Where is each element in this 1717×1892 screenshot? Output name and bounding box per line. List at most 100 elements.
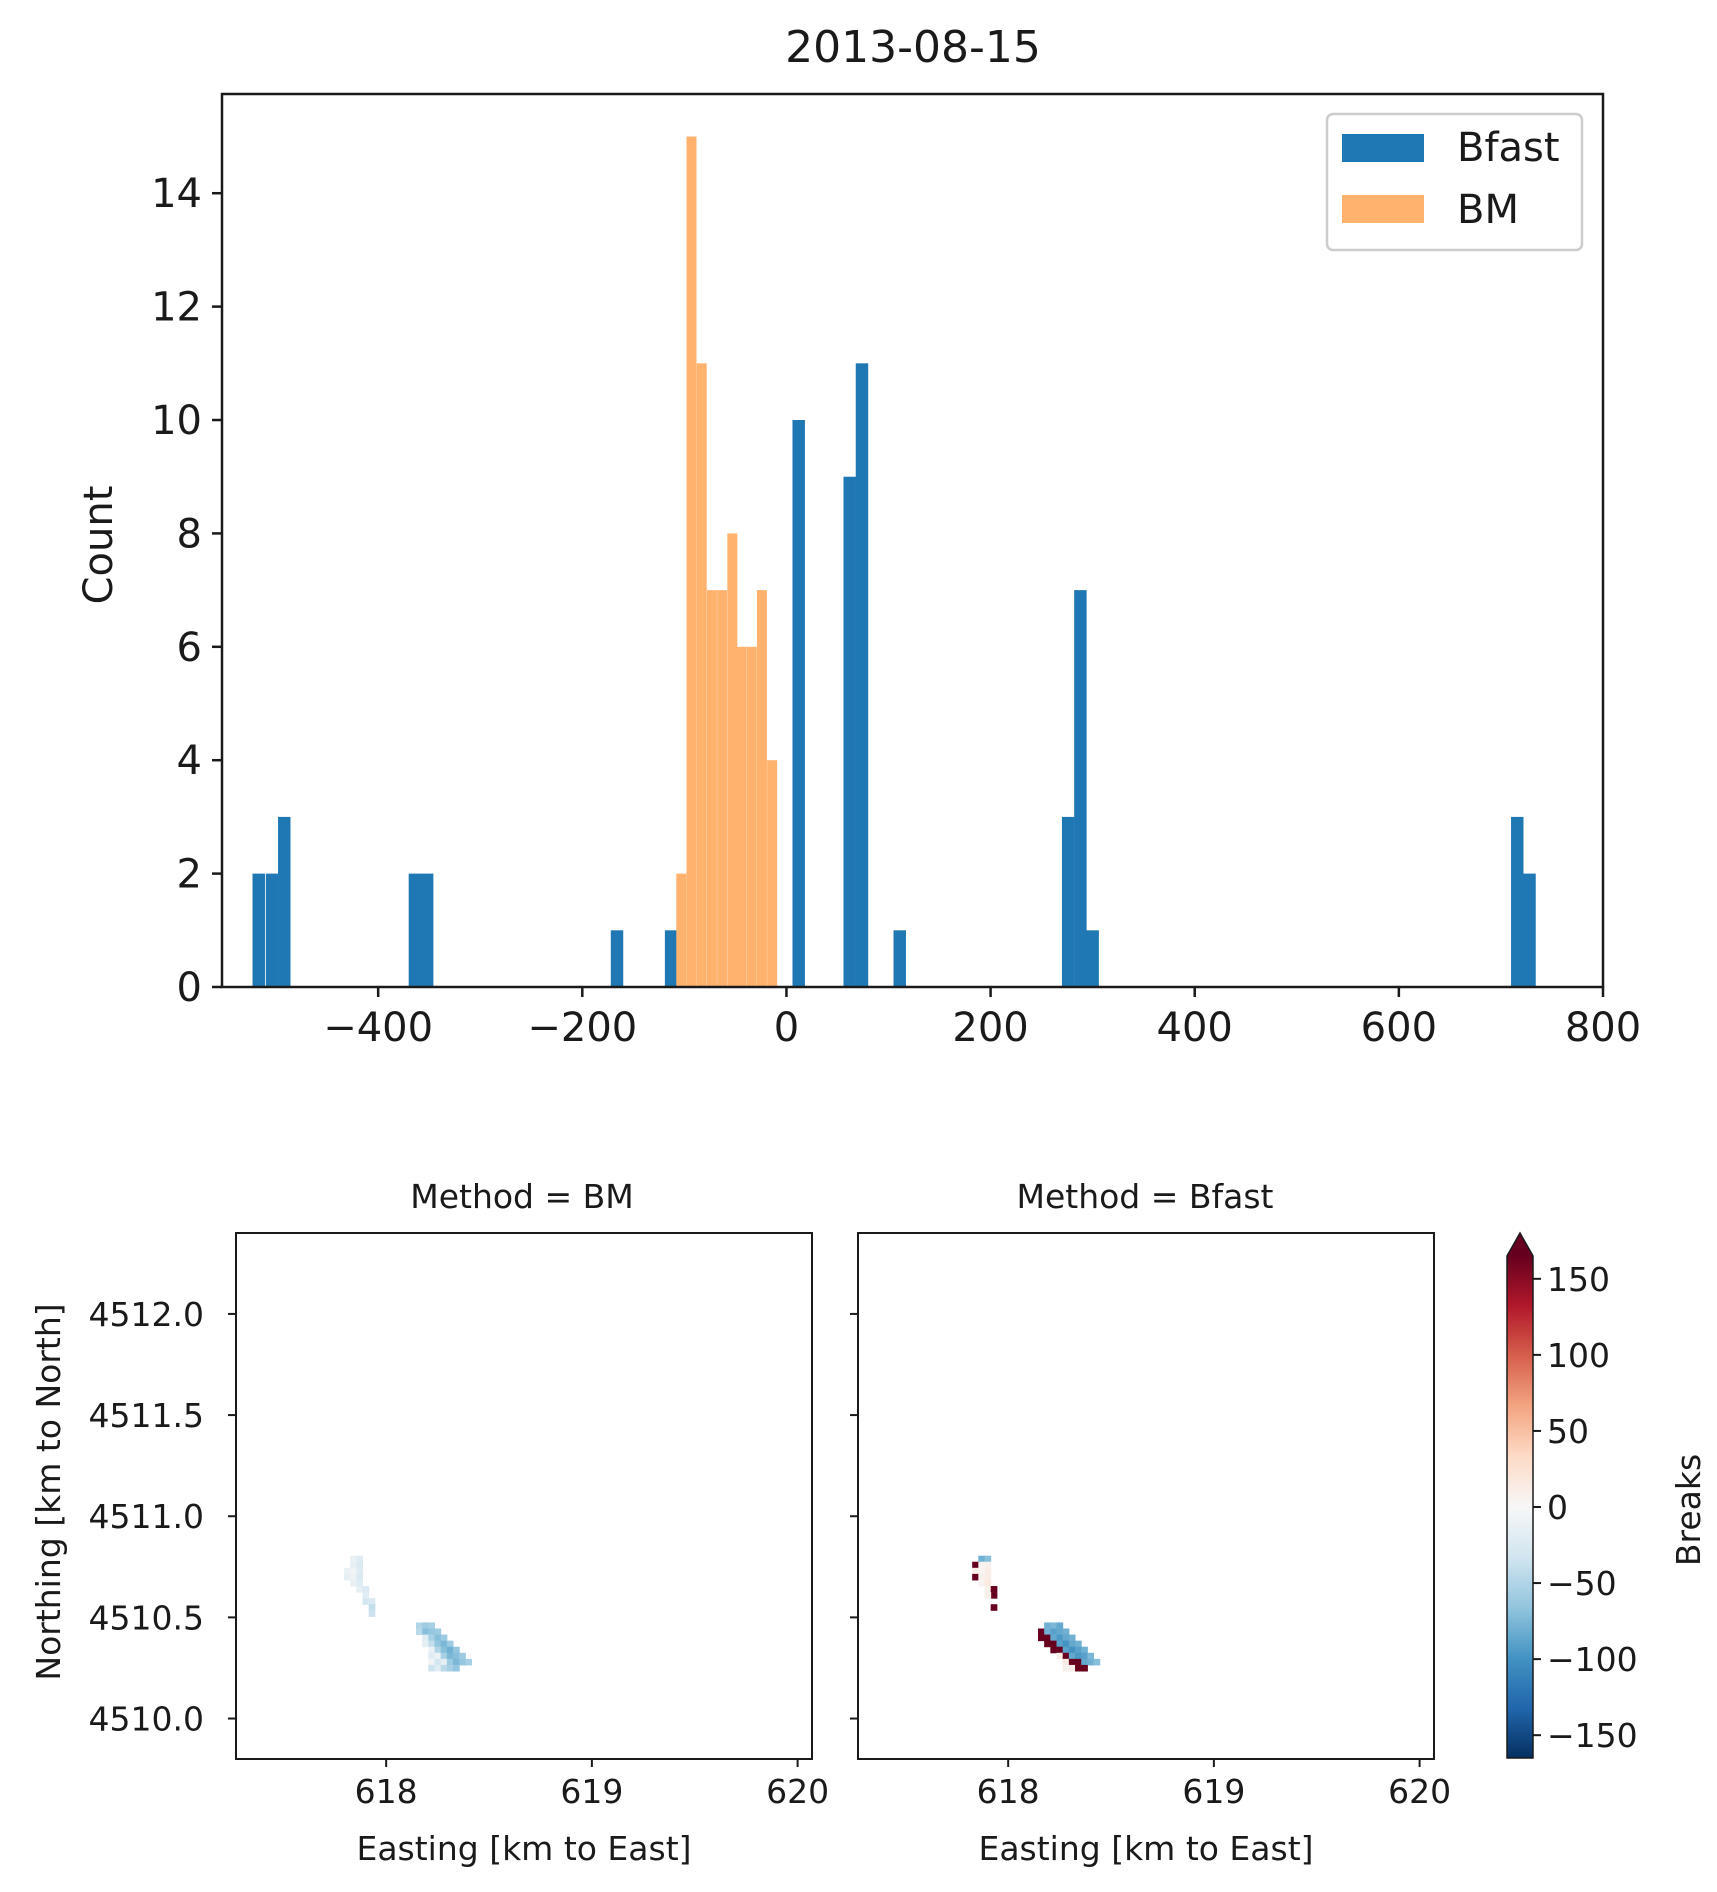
map-cell xyxy=(1044,1628,1051,1636)
histogram-y-axis: 0 2 4 6 8 10 12 14 xyxy=(151,171,222,1011)
map-cell xyxy=(1062,1640,1070,1648)
histogram-x-axis: −400 −200 0 200 400 600 800 xyxy=(323,987,1641,1051)
map-cell xyxy=(356,1586,364,1593)
map-bfast-frame xyxy=(857,1232,1435,1760)
map-cell xyxy=(990,1592,998,1599)
map-bm-y-axis: 4510.0 4510.5 4511.0 4511.5 4512.0 xyxy=(89,1295,236,1739)
legend: Bfast BM xyxy=(1325,112,1584,252)
map-cell xyxy=(446,1640,454,1648)
colorbar-tick-label: −100 xyxy=(1547,1640,1638,1679)
map-bm-y-label: Northing [km to North] xyxy=(29,1303,68,1680)
hist-y-tick-label: 12 xyxy=(151,285,202,331)
hist-y-tick-label: 8 xyxy=(177,511,202,557)
colorbar-tick-label: −150 xyxy=(1547,1716,1638,1755)
map-cell xyxy=(1050,1622,1058,1630)
map-cell xyxy=(344,1573,351,1581)
map-cell xyxy=(984,1555,992,1563)
map-x-tick-label: 619 xyxy=(1182,1772,1245,1811)
map-cell xyxy=(434,1628,442,1636)
map-cell xyxy=(368,1610,376,1617)
map-cell xyxy=(440,1652,448,1660)
bar-bm-2 xyxy=(696,363,707,987)
hist-x-tick-label: −200 xyxy=(527,1005,637,1051)
histogram-y-label: Count xyxy=(76,486,122,605)
map-cell xyxy=(416,1622,423,1630)
hist-y-tick-label: 2 xyxy=(177,852,202,898)
hist-y-tick-label: 6 xyxy=(177,625,202,671)
map-cell xyxy=(1081,1664,1088,1672)
bar-bm-8 xyxy=(756,590,767,987)
map-cell xyxy=(440,1640,448,1648)
map-cell xyxy=(446,1664,454,1672)
map-cell xyxy=(459,1652,466,1660)
map-cell xyxy=(344,1567,351,1575)
bar-bfast-15 xyxy=(1523,873,1536,987)
map-cell xyxy=(1068,1634,1076,1642)
map-cell xyxy=(1081,1652,1088,1660)
map-cell xyxy=(350,1573,357,1581)
legend-label-bm: BM xyxy=(1457,187,1519,233)
map-cell xyxy=(1044,1634,1051,1642)
map-cell xyxy=(356,1579,364,1587)
bar-bfast-0 xyxy=(252,873,265,987)
map-cell xyxy=(1050,1646,1058,1654)
map-cell xyxy=(972,1567,979,1575)
colorbar-label: Breaks xyxy=(1669,1454,1708,1566)
map-panel-bfast: Method = Bfast 618 619 620 Easting [km to … xyxy=(850,1177,1451,1868)
hist-y-tick-label: 10 xyxy=(151,398,202,444)
bar-bfast-9 xyxy=(855,363,869,987)
map-cell xyxy=(1068,1664,1076,1672)
map-cell xyxy=(984,1561,992,1569)
map-cell xyxy=(1081,1658,1088,1666)
map-cell xyxy=(1075,1658,1082,1666)
map-bm-title: Method = BM xyxy=(410,1177,634,1216)
map-cell xyxy=(1056,1634,1064,1642)
map-bfast-title: Method = Bfast xyxy=(1016,1177,1273,1216)
legend-swatch-bm xyxy=(1342,195,1424,223)
histogram-bars xyxy=(252,136,1536,987)
map-x-tick-label: 618 xyxy=(355,1772,418,1811)
hist-x-tick-label: 0 xyxy=(774,1005,799,1051)
map-cell xyxy=(453,1646,460,1654)
map-y-tick-label: 4510.5 xyxy=(89,1598,204,1637)
colorbar-outline xyxy=(1506,1231,1534,1759)
map-cell xyxy=(362,1592,370,1599)
map-cell xyxy=(1062,1664,1070,1672)
map-cell xyxy=(984,1573,992,1581)
map-cell xyxy=(465,1658,473,1666)
bar-bfast-11 xyxy=(1061,816,1075,987)
map-bm-cells xyxy=(344,1555,473,1672)
hist-x-tick-label: 800 xyxy=(1565,1005,1641,1051)
bar-bm-6 xyxy=(736,646,747,987)
map-cell xyxy=(1075,1640,1082,1648)
map-cell xyxy=(1087,1658,1095,1666)
map-cell xyxy=(978,1573,986,1581)
map-y-tick-label: 4510.0 xyxy=(89,1700,204,1739)
map-cell xyxy=(428,1622,436,1630)
bar-bm-0 xyxy=(676,873,687,987)
map-panel-bm: Method = BM 618 619 620 4510.0 4510.5 4511.0… xyxy=(29,1177,829,1868)
map-cell xyxy=(446,1658,454,1666)
map-bm-frame xyxy=(235,1232,813,1760)
map-cell xyxy=(422,1634,429,1642)
bar-bm-9 xyxy=(767,760,778,987)
bar-bfast-12 xyxy=(1074,590,1087,987)
map-cell xyxy=(428,1634,436,1642)
map-cell xyxy=(434,1634,442,1642)
map-cell xyxy=(984,1567,992,1575)
map-cell xyxy=(1093,1658,1101,1666)
map-cell xyxy=(1038,1628,1045,1636)
map-cell xyxy=(422,1622,429,1630)
map-cell xyxy=(1062,1646,1070,1654)
bar-bfast-6 xyxy=(664,930,678,987)
map-cell xyxy=(1056,1640,1064,1648)
map-cell xyxy=(356,1561,364,1569)
map-cell xyxy=(416,1628,423,1636)
colorbar-ticks: 150 100 50 0 −50 −100 −150 xyxy=(1533,1260,1638,1755)
map-cell xyxy=(1056,1646,1064,1654)
histogram-chart: 2013-08-15 −400 −200 0 200 400 600 800 0 2 4 6 8 10… xyxy=(76,22,1641,1051)
map-cell xyxy=(1050,1640,1058,1648)
map-bfast-x-label: Easting [km to East] xyxy=(978,1829,1313,1868)
map-cell xyxy=(1062,1628,1070,1636)
